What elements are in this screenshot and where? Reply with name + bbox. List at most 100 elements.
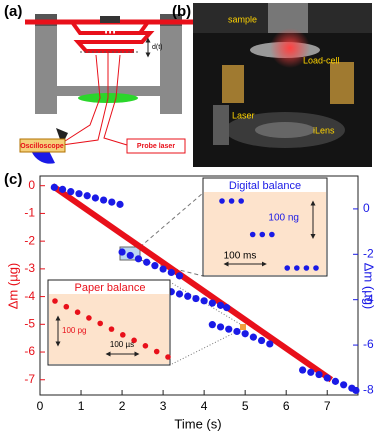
data-point — [83, 192, 91, 200]
schematic — [19, 14, 195, 164]
inset-point — [108, 326, 115, 332]
inset-point — [153, 348, 160, 355]
data-point — [67, 188, 75, 196]
x-tick-label: 3 — [160, 399, 167, 413]
y-tick-label: -5 — [24, 316, 35, 330]
inset-panel — [204, 192, 326, 275]
data-point — [216, 301, 225, 309]
data-point — [151, 262, 159, 270]
zoom-guide — [169, 329, 241, 366]
x-tick-label: 4 — [201, 399, 208, 413]
zoom-guide — [139, 259, 204, 277]
x-tick-label: 1 — [78, 399, 85, 413]
gap-label: d(t) — [152, 44, 163, 51]
data-point — [118, 248, 126, 256]
inset-point — [238, 198, 244, 204]
inset-point — [284, 265, 291, 271]
photo — [193, 3, 372, 167]
plot-frame — [39, 175, 359, 396]
data-point — [126, 251, 134, 260]
zoom-box — [240, 324, 246, 330]
data-point — [307, 368, 315, 376]
inset-point — [228, 198, 235, 204]
x-tick-label: 5 — [242, 399, 249, 413]
inset-point — [142, 343, 149, 349]
inset-point — [63, 303, 70, 310]
inset-point — [294, 265, 300, 271]
y-tick-label: -7 — [24, 372, 35, 386]
data-point — [352, 386, 360, 395]
data-point — [108, 198, 116, 206]
data-point — [116, 200, 124, 208]
data-point — [216, 323, 225, 331]
data-point — [58, 185, 67, 193]
inset-point — [303, 265, 310, 271]
inset-point — [269, 231, 275, 238]
data-point — [175, 290, 184, 298]
data-point — [143, 258, 151, 266]
data-point — [340, 381, 348, 389]
data-point — [91, 194, 99, 202]
y-tick-label: -2 — [24, 233, 35, 247]
data-point — [266, 340, 274, 348]
y-tick-label: -1 — [24, 206, 35, 220]
photo-label: sample — [228, 14, 257, 24]
y2-tick-label: -2 — [363, 246, 374, 260]
data-point — [299, 366, 307, 374]
y-tick-label: -3 — [24, 261, 35, 275]
oscilloscope-label: Oscilloscope — [20, 143, 64, 150]
inset-point — [259, 231, 266, 238]
data-point — [100, 196, 108, 204]
panel-label: (b) — [172, 3, 191, 20]
scale-label: 100 pg — [62, 326, 86, 335]
inset-point — [74, 309, 81, 316]
y-tick-label: -4 — [24, 289, 35, 303]
inset-point — [131, 337, 137, 344]
data-point — [331, 377, 340, 385]
data-point — [200, 297, 208, 305]
y2-axis-label: Δm (µg) — [362, 263, 374, 310]
x-tick-label: 2 — [119, 399, 126, 413]
photo-label: iLens — [313, 125, 335, 135]
zoom-guide — [139, 192, 204, 248]
y-tick-label: 0 — [28, 178, 35, 192]
inset-title: Paper balance — [75, 282, 146, 294]
data-line — [50, 183, 334, 383]
y2-tick-label: 0 — [363, 201, 370, 215]
data-point — [175, 272, 184, 280]
data-point — [225, 325, 233, 333]
probe-label: Probe laser — [137, 143, 175, 150]
data-point — [233, 327, 241, 336]
photo-label: Load-cell — [303, 55, 340, 65]
photo-label: Laser — [232, 110, 255, 120]
scale-label: 100 ng — [268, 213, 299, 224]
x-tick-label: 7 — [324, 399, 331, 413]
x-tick-label: 0 — [37, 399, 44, 413]
data-point — [249, 333, 257, 341]
panel-label: (c) — [4, 171, 22, 188]
y2-tick-label: -8 — [363, 383, 374, 397]
scale-label: 100 ms — [224, 251, 257, 262]
inset-point — [97, 320, 103, 327]
data-point — [257, 336, 266, 345]
data-point — [50, 183, 58, 191]
scale-label: 100 µs — [110, 340, 134, 349]
inset-point — [219, 198, 225, 204]
y2-tick-label: -4 — [363, 292, 374, 306]
y-tick-label: -6 — [24, 344, 35, 358]
data-point — [208, 321, 216, 329]
data-point — [323, 374, 331, 382]
mass-label: m — [104, 21, 116, 36]
y2-tick-label: -6 — [363, 337, 374, 351]
data-point — [167, 268, 175, 277]
inset-point — [52, 298, 58, 304]
inset-point — [86, 315, 92, 321]
inset-point — [120, 332, 126, 338]
y-axis-label: Δm (µg) — [5, 263, 20, 310]
inset-point — [249, 231, 256, 238]
data-point — [192, 294, 200, 303]
inset-point — [165, 354, 171, 360]
inset-point — [313, 265, 319, 271]
x-tick-label: 6 — [283, 399, 290, 413]
